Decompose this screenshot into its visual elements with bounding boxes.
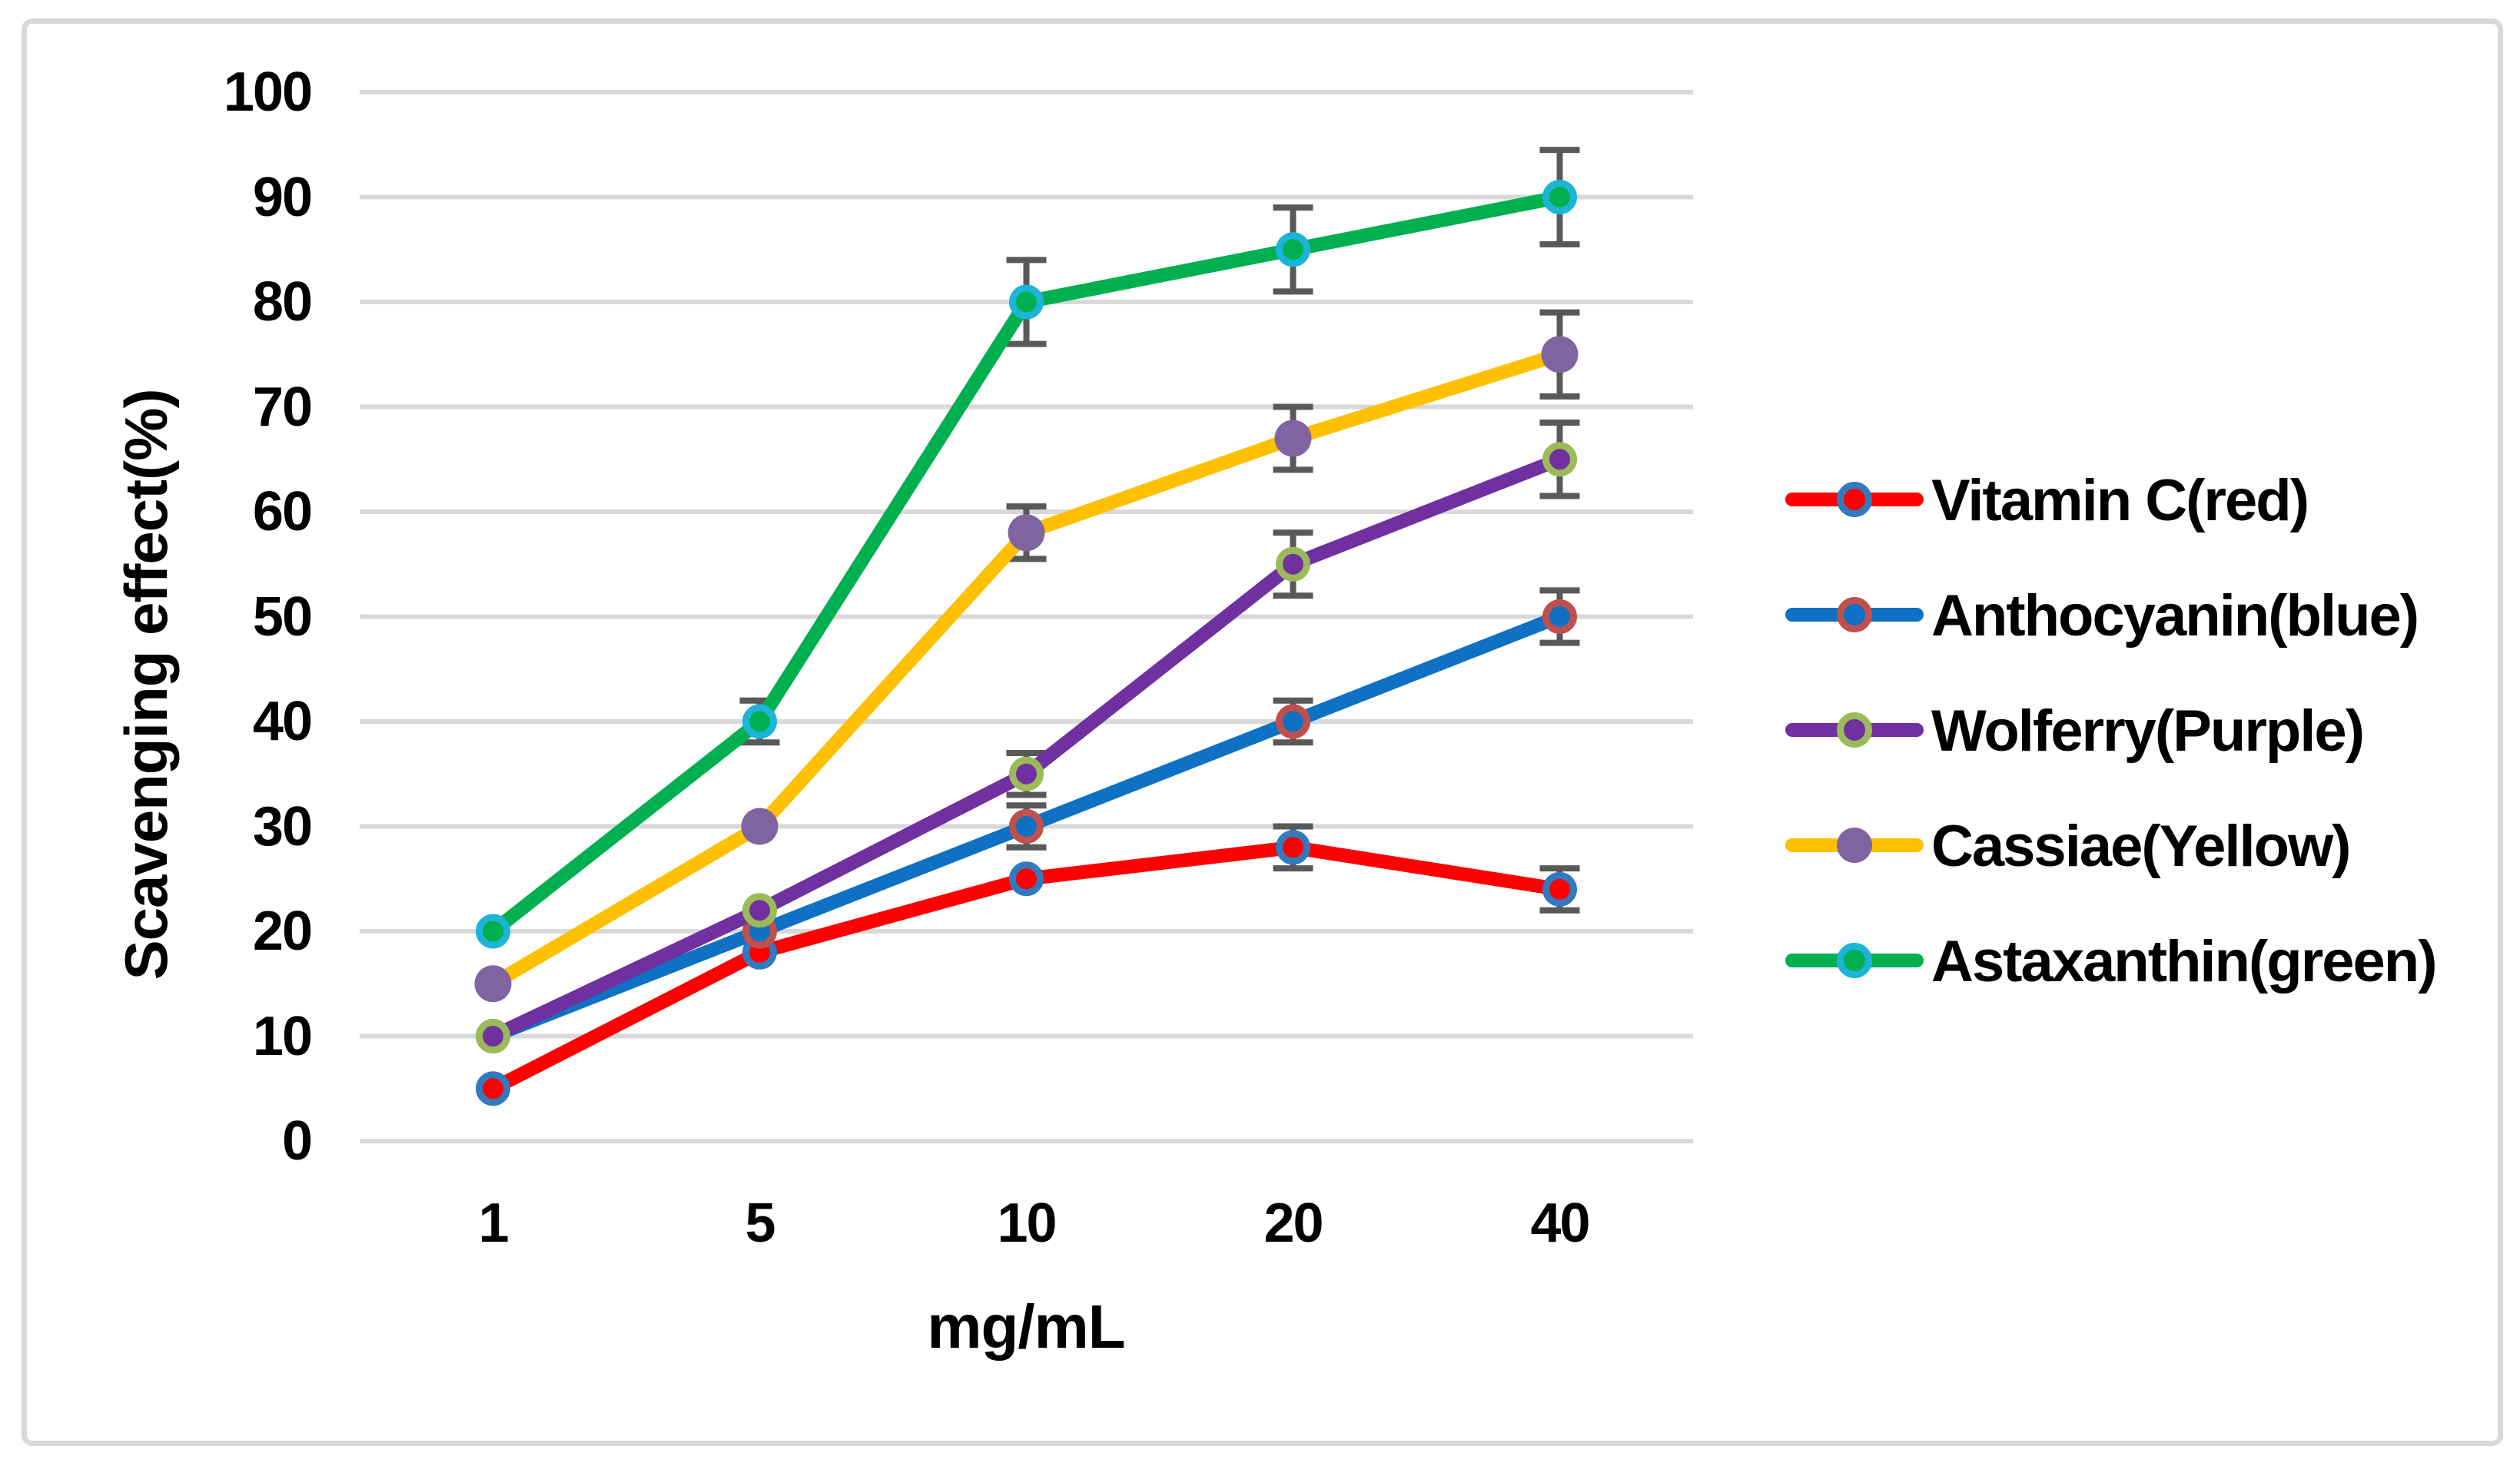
legend-label: Cassiae(Yellow) [1931,814,2351,879]
y-tick-label-20: 20 [252,901,313,962]
y-tick-label-100: 100 [223,61,313,123]
y-tick-label-30: 30 [252,795,313,858]
legend-item-1: Anthocyanin(blue) [1778,583,2515,649]
y-tick-label-50: 50 [252,586,313,648]
data-point-2-3 [1276,546,1310,582]
x-tick-label-5: 5 [745,1193,775,1254]
data-point-3-0 [474,965,512,1003]
data-point-1-2 [1009,809,1044,844]
y-axis-title: Scavenging effect(%) [112,389,180,980]
y-tick-label-0: 0 [281,1110,313,1172]
data-point-2-0 [476,1019,510,1053]
legend-label: Vitamin C(red) [1931,468,2309,533]
y-tick-label-40: 40 [252,691,313,752]
data-point-4-4 [1542,180,1577,214]
y-tick-label-90: 90 [252,166,313,228]
data-point-0-3 [1276,830,1310,865]
legend-marker [1837,597,1872,632]
data-point-4-3 [1276,232,1310,267]
data-point-3-1 [741,808,779,845]
y-tick-label-60: 60 [252,481,313,542]
data-point-1-4 [1542,599,1577,634]
legend-marker [1837,828,1872,863]
legend-item-4: Astaxanthin(green) [1778,929,2515,994]
x-tick-label-40: 40 [1530,1193,1590,1254]
legend-label: Wolferry(Purple) [1931,698,2365,764]
data-point-2-4 [1542,442,1577,477]
legend-label: Astaxanthin(green) [1931,929,2438,994]
data-point-0-2 [1009,861,1044,897]
legend-item-2: Wolferry(Purple) [1778,698,2515,764]
data-point-0-0 [476,1071,510,1106]
y-tick-label-80: 80 [252,271,313,333]
data-point-0-4 [1542,871,1577,907]
y-tick-label-70: 70 [252,376,313,438]
legend-label: Anthocyanin(blue) [1931,583,2419,649]
x-tick-label-10: 10 [997,1193,1057,1254]
legend-item-0: Vitamin C(red) [1778,468,2515,533]
data-point-3-2 [1008,514,1045,552]
legend-marker [1837,712,1872,748]
data-point-2-2 [1009,756,1044,791]
data-point-4-0 [476,914,510,949]
x-axis-title: mg/mL [927,1292,1125,1361]
data-point-3-4 [1541,336,1579,373]
data-point-2-1 [742,893,777,928]
legend-marker [1837,482,1872,517]
legend-item-3: Cassiae(Yellow) [1778,814,2515,879]
y-tick-label-10: 10 [252,1005,313,1067]
data-point-1-3 [1276,704,1310,739]
data-point-4-2 [1009,284,1044,320]
legend-marker [1837,943,1872,978]
data-point-3-3 [1274,420,1312,457]
x-tick-label-1: 1 [478,1193,509,1254]
x-tick-label-20: 20 [1263,1193,1323,1254]
data-point-4-1 [742,704,777,739]
